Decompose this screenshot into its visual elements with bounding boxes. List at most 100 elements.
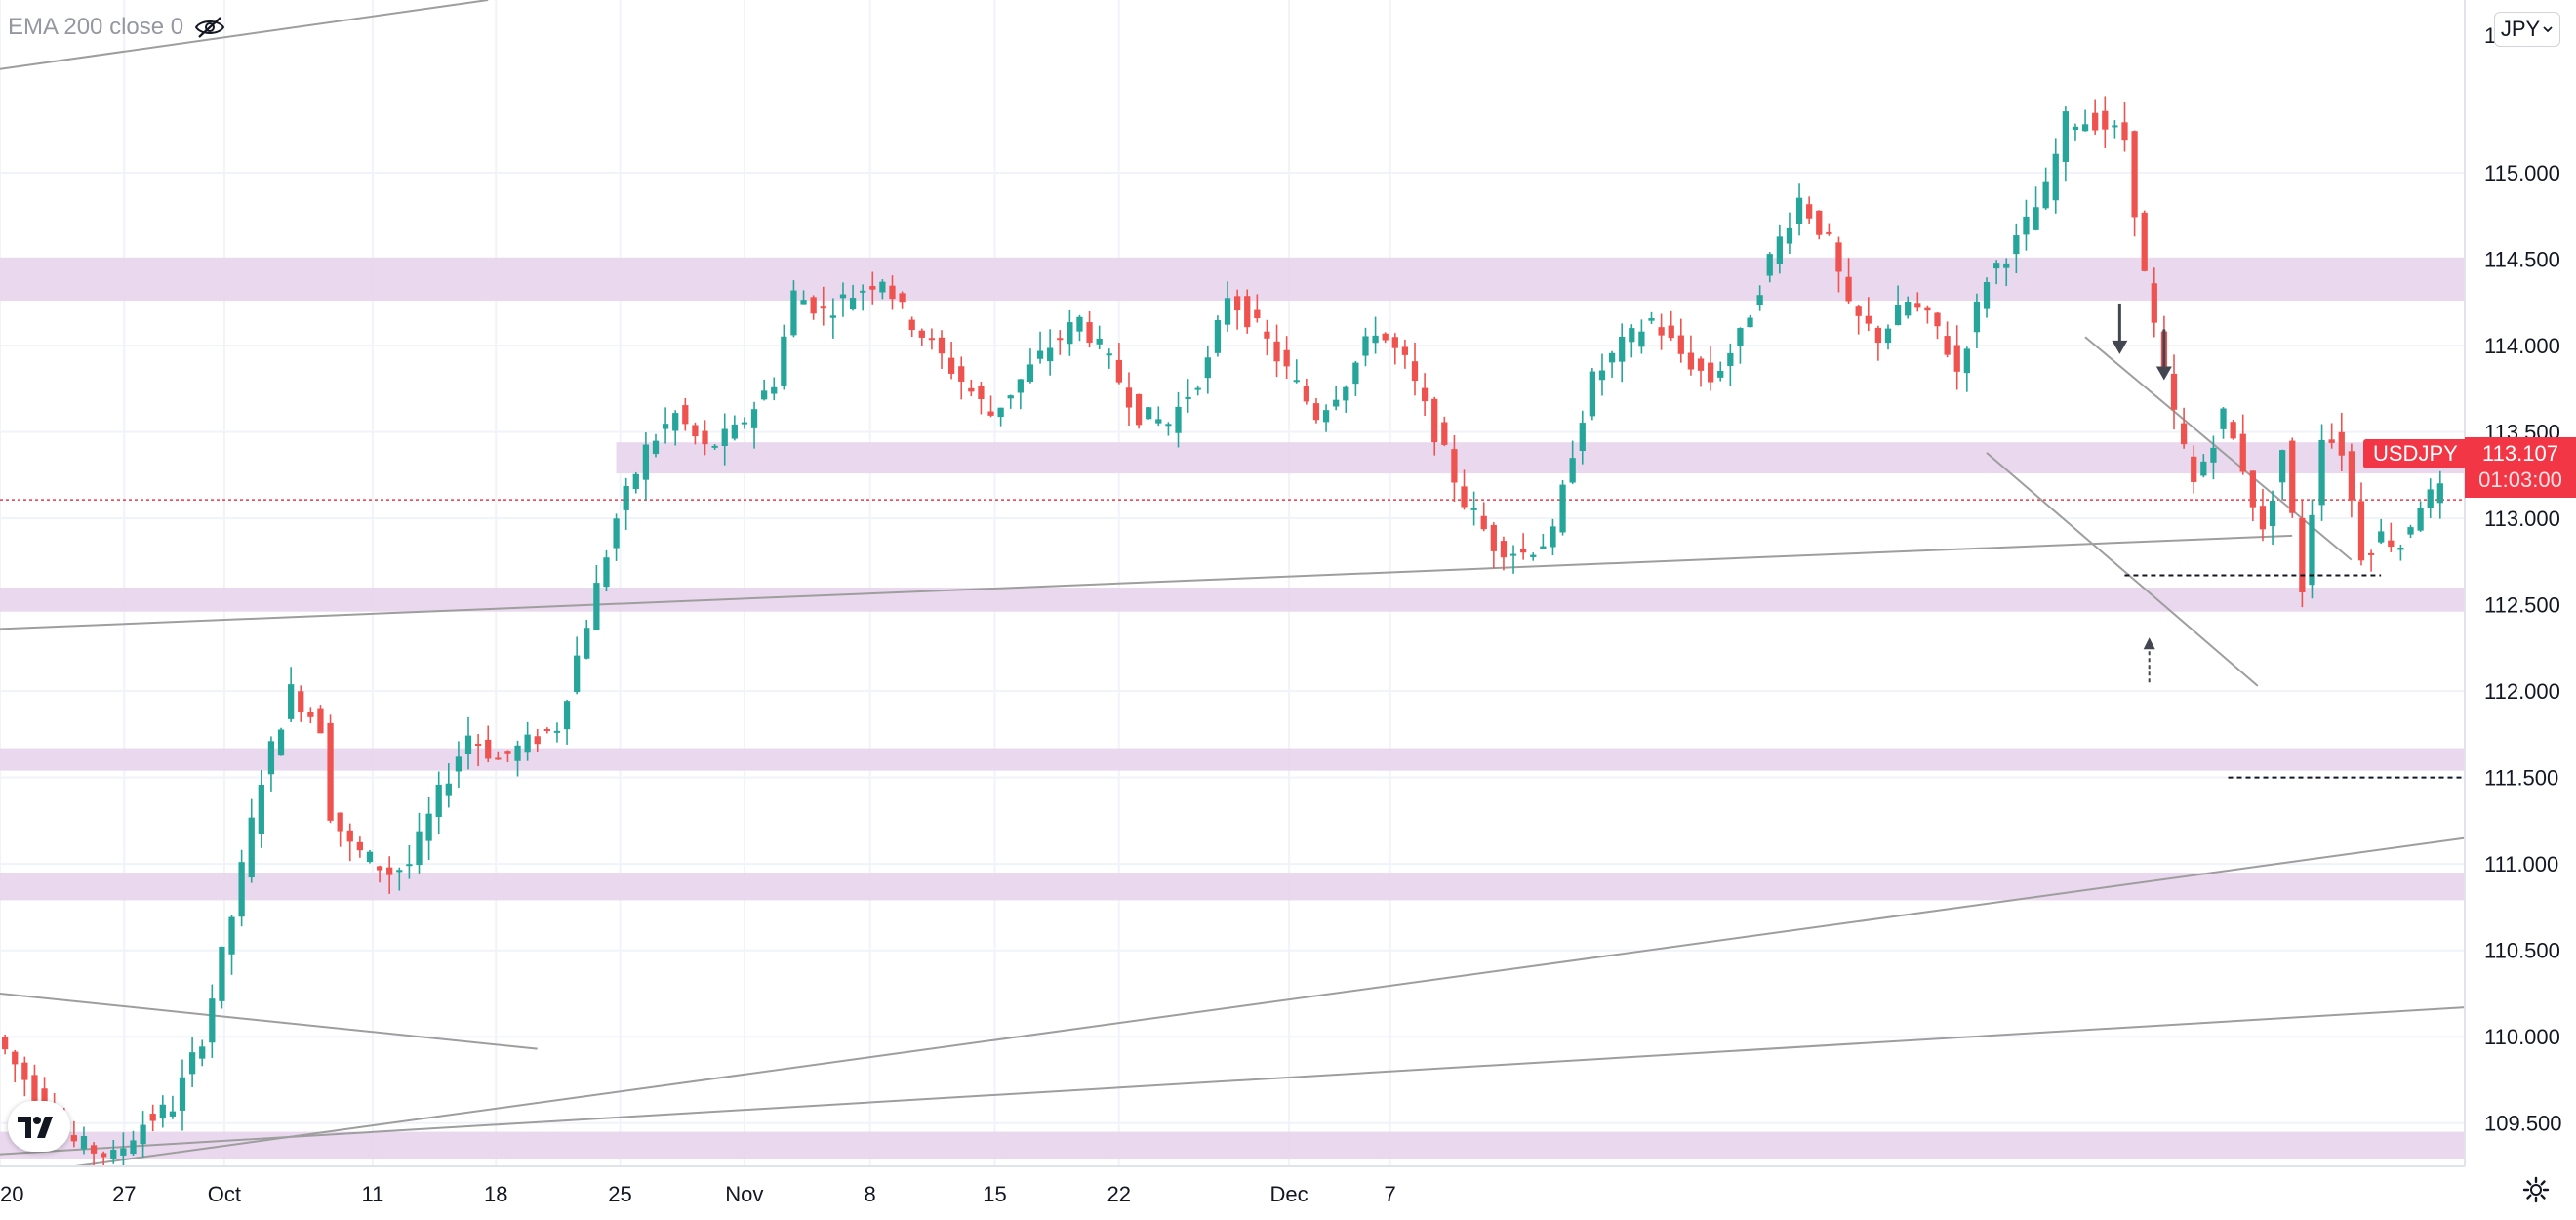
candle-body [1795, 197, 1803, 224]
candle-body [2013, 235, 2020, 255]
support-resistance-zone [0, 257, 2465, 302]
currency-button[interactable]: JPY [2494, 12, 2560, 47]
last-price-value: 113.107 [2482, 441, 2558, 466]
tradingview-logo-icon [18, 1117, 53, 1138]
candle-body [2318, 439, 2325, 506]
candle-body [376, 866, 383, 871]
candle-body [366, 851, 374, 863]
price-axis-label: 110.500 [2484, 939, 2560, 963]
candle-body [169, 1111, 177, 1117]
candle-body [1283, 349, 1290, 367]
candle-body [1461, 486, 1468, 508]
trend-line [1986, 452, 2259, 687]
candle-body [1362, 336, 1369, 356]
candle-body [968, 387, 975, 392]
candle-body [455, 756, 463, 772]
candle-body [140, 1124, 146, 1145]
candle-body [2269, 500, 2276, 526]
candle-body [918, 330, 925, 338]
candle-body [1598, 370, 1606, 381]
candle-body [810, 297, 817, 314]
candle-body [2141, 212, 2148, 271]
candle-body [1855, 306, 1862, 316]
candle-body [2102, 110, 2109, 130]
candle-body [889, 285, 896, 300]
price-axis-label: 112.500 [2484, 593, 2560, 618]
candle-body [2052, 153, 2059, 201]
time-axis-label: Dec [1270, 1182, 1308, 1206]
trend-line [0, 992, 538, 1050]
candle-body [1934, 312, 1941, 327]
candle-body [1884, 328, 1892, 344]
candle-body [474, 743, 482, 747]
candle-body [149, 1114, 156, 1121]
candle-body [682, 405, 689, 425]
candle-body [2081, 124, 2089, 132]
candle-body [2092, 112, 2099, 131]
support-resistance-zone [0, 1131, 2465, 1159]
candle-body [1333, 399, 1340, 407]
candle-body [277, 729, 285, 756]
candle-body [1944, 336, 1951, 355]
candle-body [327, 722, 334, 821]
price-axis-label: 115.000 [2484, 161, 2560, 185]
eye-off-icon[interactable] [193, 15, 226, 40]
candles [2, 96, 2443, 1177]
candle-body [1115, 359, 1123, 383]
candle-body [662, 424, 669, 429]
candle-body [1786, 227, 1793, 244]
candle-body [1135, 393, 1143, 426]
candle-body [2042, 181, 2049, 209]
candle-body [2378, 531, 2385, 543]
candle-body [130, 1140, 137, 1155]
candle-body [1766, 254, 1773, 276]
price-axis-label: 110.000 [2484, 1025, 2560, 1049]
time-axis-background [0, 1166, 2576, 1220]
candle-body [1569, 458, 1576, 483]
candle-body [485, 739, 492, 759]
candle-body [2023, 216, 2030, 235]
candle-body [1953, 345, 1960, 372]
candle-body [1470, 508, 1477, 510]
time-axis-label: Nov [725, 1182, 763, 1206]
candle-body [1629, 328, 1635, 343]
candle-body [692, 425, 699, 437]
candle-body [1421, 387, 1429, 402]
candle-body [356, 841, 364, 851]
candle-body [1312, 403, 1320, 421]
candle-body [1806, 204, 1813, 219]
candle-body [1608, 352, 1616, 363]
candle-body [1480, 515, 1487, 530]
candle-body [1835, 242, 1842, 272]
arrow-down-icon-head [2155, 366, 2172, 381]
candle-body [2191, 456, 2197, 482]
candle-body [1382, 333, 1389, 341]
candle-body [1026, 364, 1034, 382]
candle-body [603, 557, 610, 588]
tradingview-logo[interactable] [8, 1101, 70, 1152]
candle-body [543, 728, 550, 731]
candle-body [1254, 309, 1261, 319]
candle-body [2328, 439, 2335, 443]
candle-body [2180, 423, 2188, 445]
settings-gear-icon[interactable] [2521, 1175, 2551, 1204]
candle-body [209, 998, 216, 1043]
candle-body [1500, 541, 1508, 558]
candle-body [110, 1149, 117, 1159]
candle-body [702, 430, 708, 445]
candle-body [553, 730, 561, 733]
candle-body [1322, 410, 1330, 423]
candle-body [2436, 483, 2443, 504]
candle-body [1707, 362, 1714, 383]
candle-body [750, 409, 758, 428]
candle-body [741, 422, 748, 425]
candle-body [642, 444, 650, 480]
candle-body [2170, 373, 2178, 410]
candle-body [584, 628, 590, 659]
candle-body [1874, 327, 1882, 344]
price-axis-label: 114.500 [2484, 248, 2560, 272]
time-axis-label: 8 [865, 1182, 876, 1206]
candle-body [860, 290, 866, 293]
